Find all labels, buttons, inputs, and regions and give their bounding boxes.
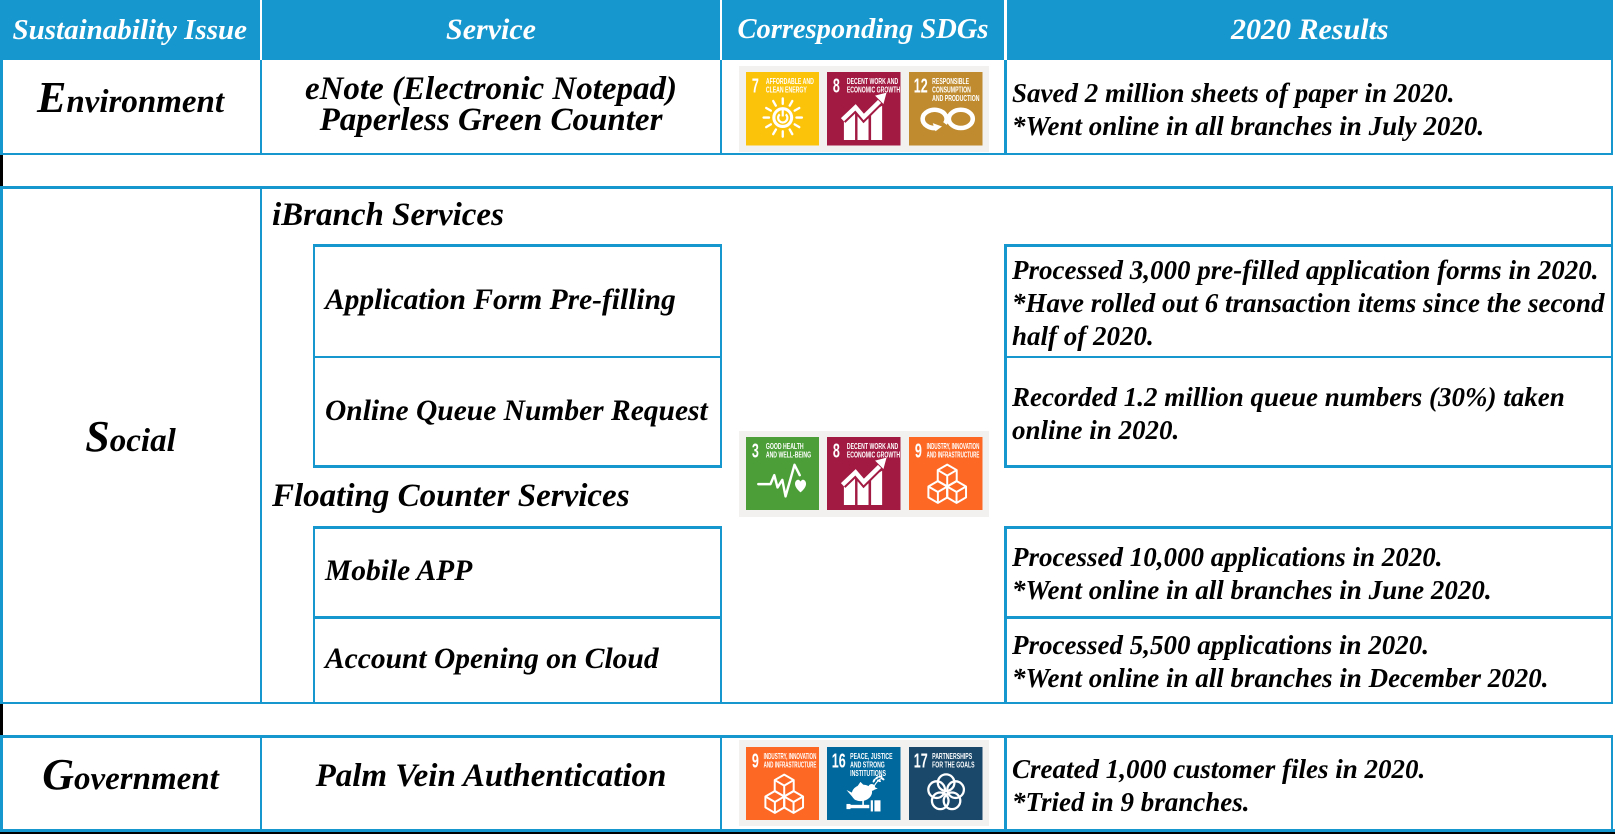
svg-text:CLEAN ENERGY: CLEAN ENERGY: [765, 86, 806, 94]
svg-text:AND PRODUCTION: AND PRODUCTION: [932, 95, 979, 103]
svg-text:3: 3: [751, 439, 758, 462]
svg-text:ECONOMIC GROWTH: ECONOMIC GROWTH: [847, 86, 900, 94]
svg-text:7: 7: [751, 75, 758, 98]
svg-text:DECENT WORK AND: DECENT WORK AND: [847, 78, 898, 86]
svg-text:CONSUMPTION: CONSUMPTION: [932, 86, 971, 94]
svg-text:GOOD HEALTH: GOOD HEALTH: [765, 443, 803, 451]
svg-text:9: 9: [915, 439, 922, 462]
svg-text:12: 12: [914, 75, 928, 98]
svg-text:INDUSTRY, INNOVATION: INDUSTRY, INNOVATION: [763, 752, 816, 761]
svg-text:FOR THE GOALS: FOR THE GOALS: [932, 761, 975, 769]
svg-text:AND WELL-BEING: AND WELL-BEING: [765, 451, 810, 459]
svg-text:ECONOMIC GROWTH: ECONOMIC GROWTH: [847, 451, 900, 459]
svg-text:9: 9: [751, 749, 758, 772]
svg-text:PARTNERSHIPS: PARTNERSHIPS: [932, 753, 972, 761]
svg-text:AND STRONG: AND STRONG: [850, 761, 885, 769]
svg-text:INDUSTRY, INNOVATION: INDUSTRY, INNOVATION: [927, 443, 980, 452]
svg-text:AND INFRASTRUCTURE: AND INFRASTRUCTURE: [763, 761, 816, 770]
svg-text:INSTITUTIONS: INSTITUTIONS: [850, 769, 886, 777]
svg-text:16: 16: [832, 749, 846, 772]
svg-text:AFFORDABLE AND: AFFORDABLE AND: [765, 78, 813, 86]
svg-text:8: 8: [833, 75, 840, 98]
svg-text:17: 17: [914, 749, 928, 772]
svg-text:DECENT WORK AND: DECENT WORK AND: [847, 443, 898, 451]
svg-text:8: 8: [833, 439, 840, 462]
svg-text:AND INFRASTRUCTURE: AND INFRASTRUCTURE: [927, 451, 980, 460]
svg-text:RESPONSIBLE: RESPONSIBLE: [932, 78, 969, 86]
svg-text:PEACE, JUSTICE: PEACE, JUSTICE: [850, 753, 893, 761]
